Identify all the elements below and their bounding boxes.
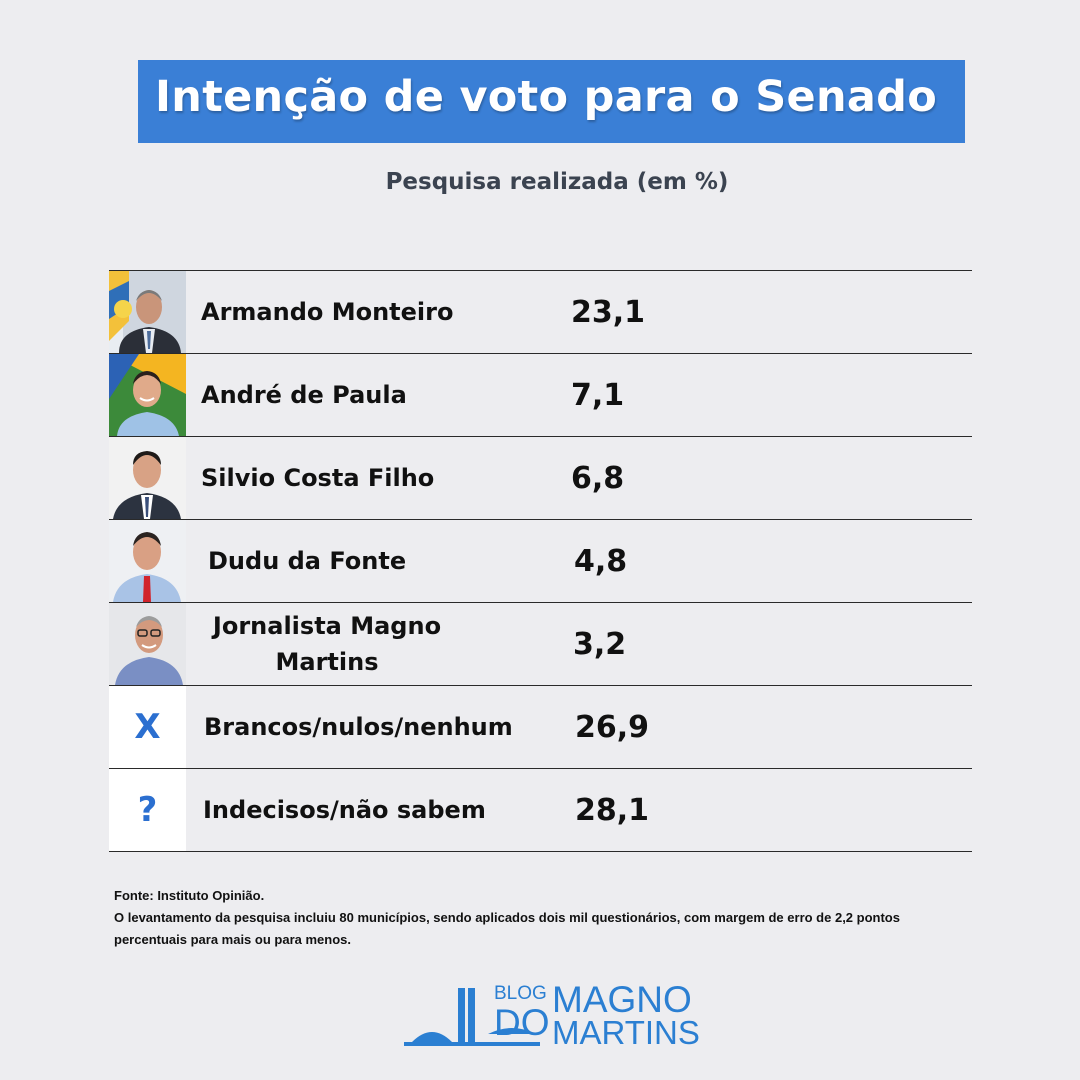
candidate-name: André de Paula xyxy=(201,381,407,409)
table-row: X Brancos/nulos/nenhum 26,9 xyxy=(109,685,972,768)
blog-logo: BLOG DO MAGNO MARTINS xyxy=(402,981,700,1050)
candidate-name: Jornalista Magno Martins xyxy=(212,612,442,676)
page-title: Intenção de voto para o Senado xyxy=(155,72,938,122)
candidate-photo xyxy=(109,437,186,519)
candidate-name: Armando Monteiro xyxy=(201,298,454,326)
candidate-photo xyxy=(109,520,186,602)
vote-percentage: 28,1 xyxy=(575,792,650,828)
logo-do-text: DO xyxy=(494,1002,550,1043)
table-row: Jornalista Magno Martins 3,2 xyxy=(109,602,972,685)
vote-percentage: 26,9 xyxy=(575,709,650,745)
table-row: ? Indecisos/não sabem 28,1 xyxy=(109,768,972,852)
title-banner: Intenção de voto para o Senado xyxy=(138,60,965,143)
table-row: Silvio Costa Filho 6,8 xyxy=(109,436,972,519)
candidate-name: Silvio Costa Filho xyxy=(201,464,435,492)
candidate-photo xyxy=(109,354,186,436)
logo-magno-text: MAGNO xyxy=(552,979,692,1020)
poll-table: Armando Monteiro 23,1 André de Paula 7,1 xyxy=(109,270,972,852)
candidate-photo xyxy=(109,603,186,685)
vote-percentage: 7,1 xyxy=(571,377,625,413)
table-row: André de Paula 7,1 xyxy=(109,353,972,436)
vote-percentage: 23,1 xyxy=(571,294,646,330)
logo-blog-text: BLOG xyxy=(494,983,547,1004)
table-row: Dudu da Fonte 4,8 xyxy=(109,519,972,602)
vote-percentage: 6,8 xyxy=(571,460,625,496)
page-subtitle: Pesquisa realizada (em %) xyxy=(385,169,729,195)
footer-note: Fonte: Instituto Opinião. O levantamento… xyxy=(114,885,974,951)
logo-martins-text: MARTINS xyxy=(552,1014,700,1051)
option-name: Brancos/nulos/nenhum xyxy=(204,713,513,741)
footer-methodology: O levantamento da pesquisa incluiu 80 mu… xyxy=(114,910,900,947)
x-icon: X xyxy=(109,686,186,768)
candidate-photo xyxy=(109,271,186,353)
table-row: Armando Monteiro 23,1 xyxy=(109,270,972,353)
candidate-name: Dudu da Fonte xyxy=(208,547,407,575)
question-mark-icon: ? xyxy=(109,769,186,851)
congress-building-icon xyxy=(404,988,540,1046)
vote-percentage: 4,8 xyxy=(574,543,628,579)
footer-source: Fonte: Instituto Opinião. xyxy=(114,888,265,903)
option-name: Indecisos/não sabem xyxy=(203,796,486,824)
vote-percentage: 3,2 xyxy=(573,626,627,662)
